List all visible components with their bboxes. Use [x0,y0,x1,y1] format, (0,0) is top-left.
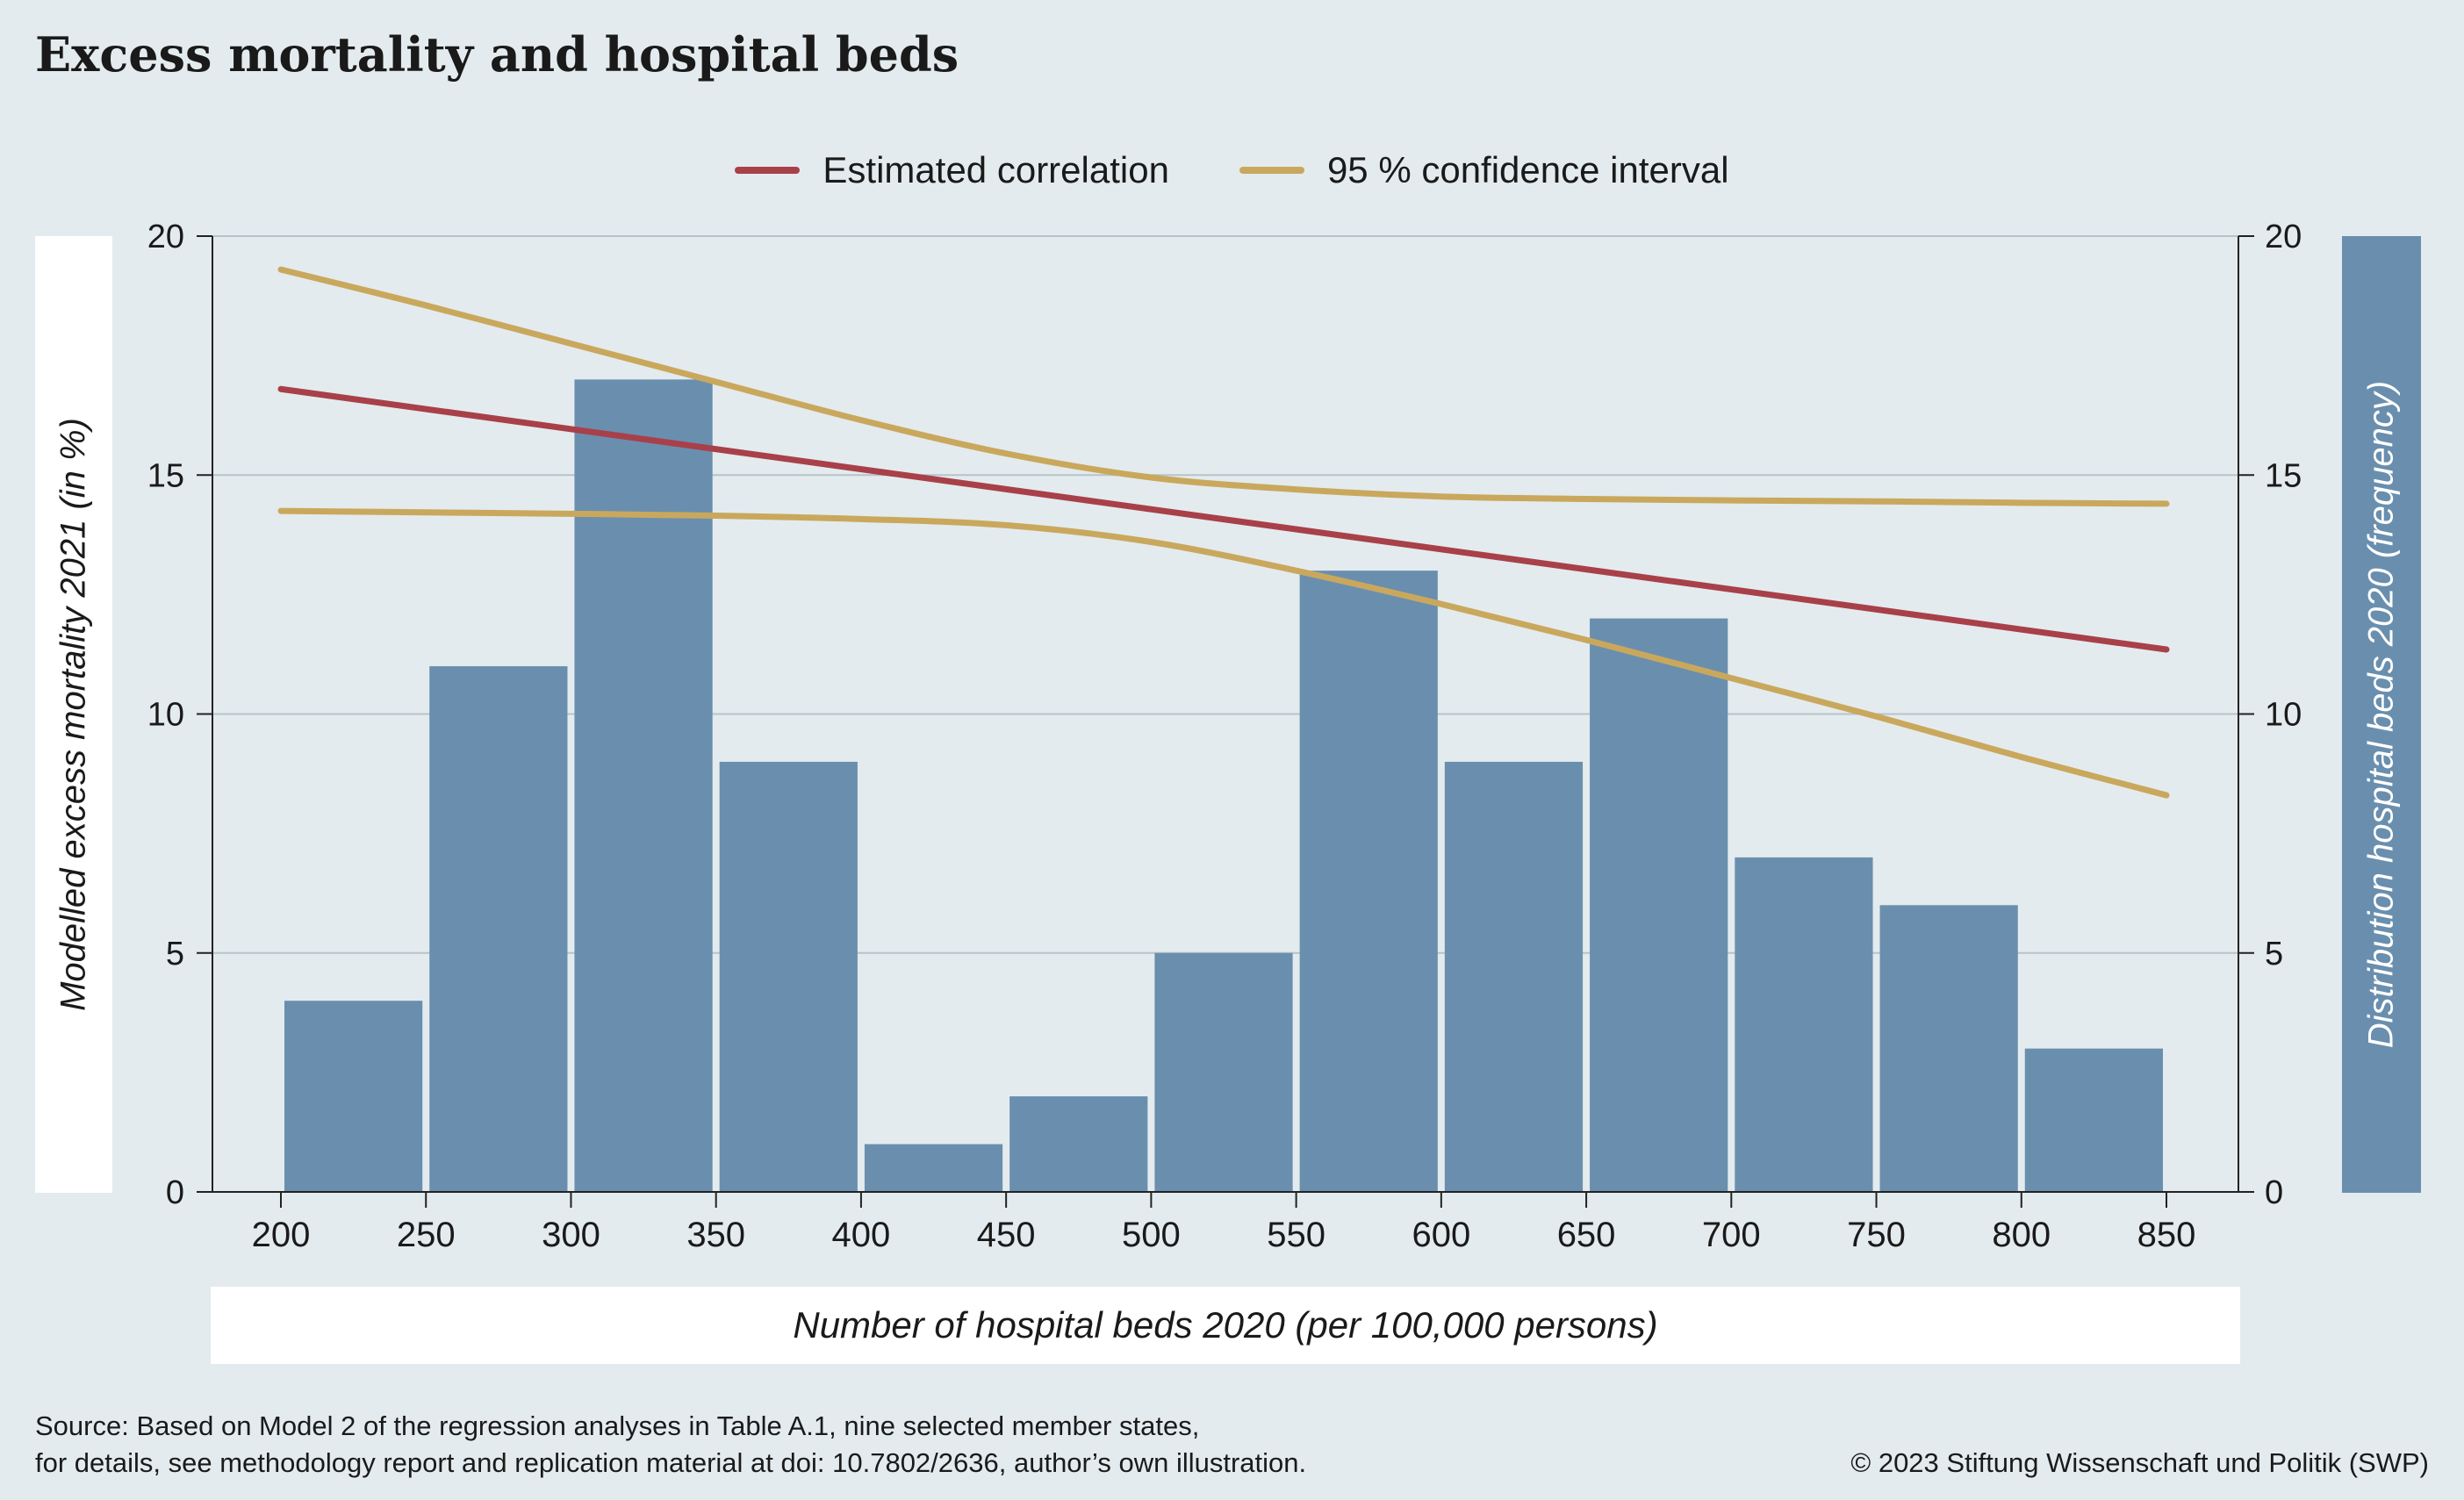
x-tick-label-300: 300 [542,1216,600,1254]
x-tick-label-800: 800 [1992,1216,2051,1254]
estimated-correlation-line [277,385,2170,653]
y-axis-right-label-box: Distribution hospital beds 2020 (frequen… [2342,236,2421,1193]
histogram-bar-500 [1154,952,1293,1192]
histogram-bar-250 [429,666,568,1192]
x-tick-label-400: 400 [832,1216,891,1254]
x-tick-label-650: 650 [1557,1216,1616,1254]
legend-swatch-estimated [735,167,801,174]
histogram-bar-800 [2024,1048,2163,1192]
x-tick-label-450: 450 [977,1216,1036,1254]
source-note: Source: Based on Model 2 of the regressi… [35,1408,1306,1482]
x-tick-label-600: 600 [1412,1216,1470,1254]
copyright: © 2023 Stiftung Wissenschaft und Politik… [1850,1447,2429,1478]
legend-label-ci: 95 % confidence interval [1326,149,1729,190]
source-line-2: for details, see methodology report and … [35,1447,1307,1478]
legend-swatch-ci [1239,167,1304,174]
x-axis-label: Number of hospital beds 2020 (per 100,00… [211,1287,2240,1364]
x-tick-label-700: 700 [1702,1216,1761,1254]
histogram-bar-750 [1879,905,2018,1192]
x-tick-label-500: 500 [1122,1216,1181,1254]
y-tick-label-left-0: 0 [166,1174,184,1211]
x-tick-label-850: 850 [2137,1216,2196,1254]
y-tick-label-right-10: 10 [2265,697,2302,734]
legend-item-estimated: Estimated correlation [735,149,1169,191]
x-tick-label-200: 200 [252,1216,311,1254]
source-line-1: Source: Based on Model 2 of the regressi… [35,1410,1200,1441]
histogram-bar-650 [1590,618,1728,1192]
y-tick-label-right-5: 5 [2265,936,2283,972]
x-tick-label-250: 250 [397,1216,456,1254]
x-tick-label-550: 550 [1267,1216,1325,1254]
histogram-bar-350 [719,761,858,1192]
ci-upper-line [277,266,2170,507]
chart-title: Excess mortality and hospital beds [35,26,959,83]
y-tick-label-left-20: 20 [147,219,184,255]
legend-item-ci: 95 % confidence interval [1239,149,1729,191]
y-axis-left-label-box: Modelled excess mortality 2021 (in %) [35,236,112,1193]
x-tick-label-750: 750 [1847,1216,1906,1254]
y-tick-label-right-15: 15 [2265,457,2302,494]
histogram-bar-600 [1444,761,1584,1192]
y-tick-label-left-5: 5 [166,936,184,972]
histogram-bar-200 [284,1001,423,1192]
legend: Estimated correlation 95 % confidence in… [0,149,2464,191]
histogram-bar-300 [574,379,713,1193]
x-tick-label-350: 350 [686,1216,745,1254]
y-tick-label-right-20: 20 [2265,219,2302,255]
y-tick-label-right-0: 0 [2265,1174,2283,1211]
y-tick-label-left-10: 10 [147,697,184,734]
ci-lower-line [277,507,2170,799]
histogram-bar-400 [864,1144,1003,1192]
y-tick-label-left-15: 15 [147,457,184,494]
legend-label-estimated: Estimated correlation [823,149,1169,190]
histogram-bar-700 [1735,857,1873,1192]
histogram-bar-550 [1299,571,1438,1192]
histogram-bar-450 [1009,1096,1148,1192]
